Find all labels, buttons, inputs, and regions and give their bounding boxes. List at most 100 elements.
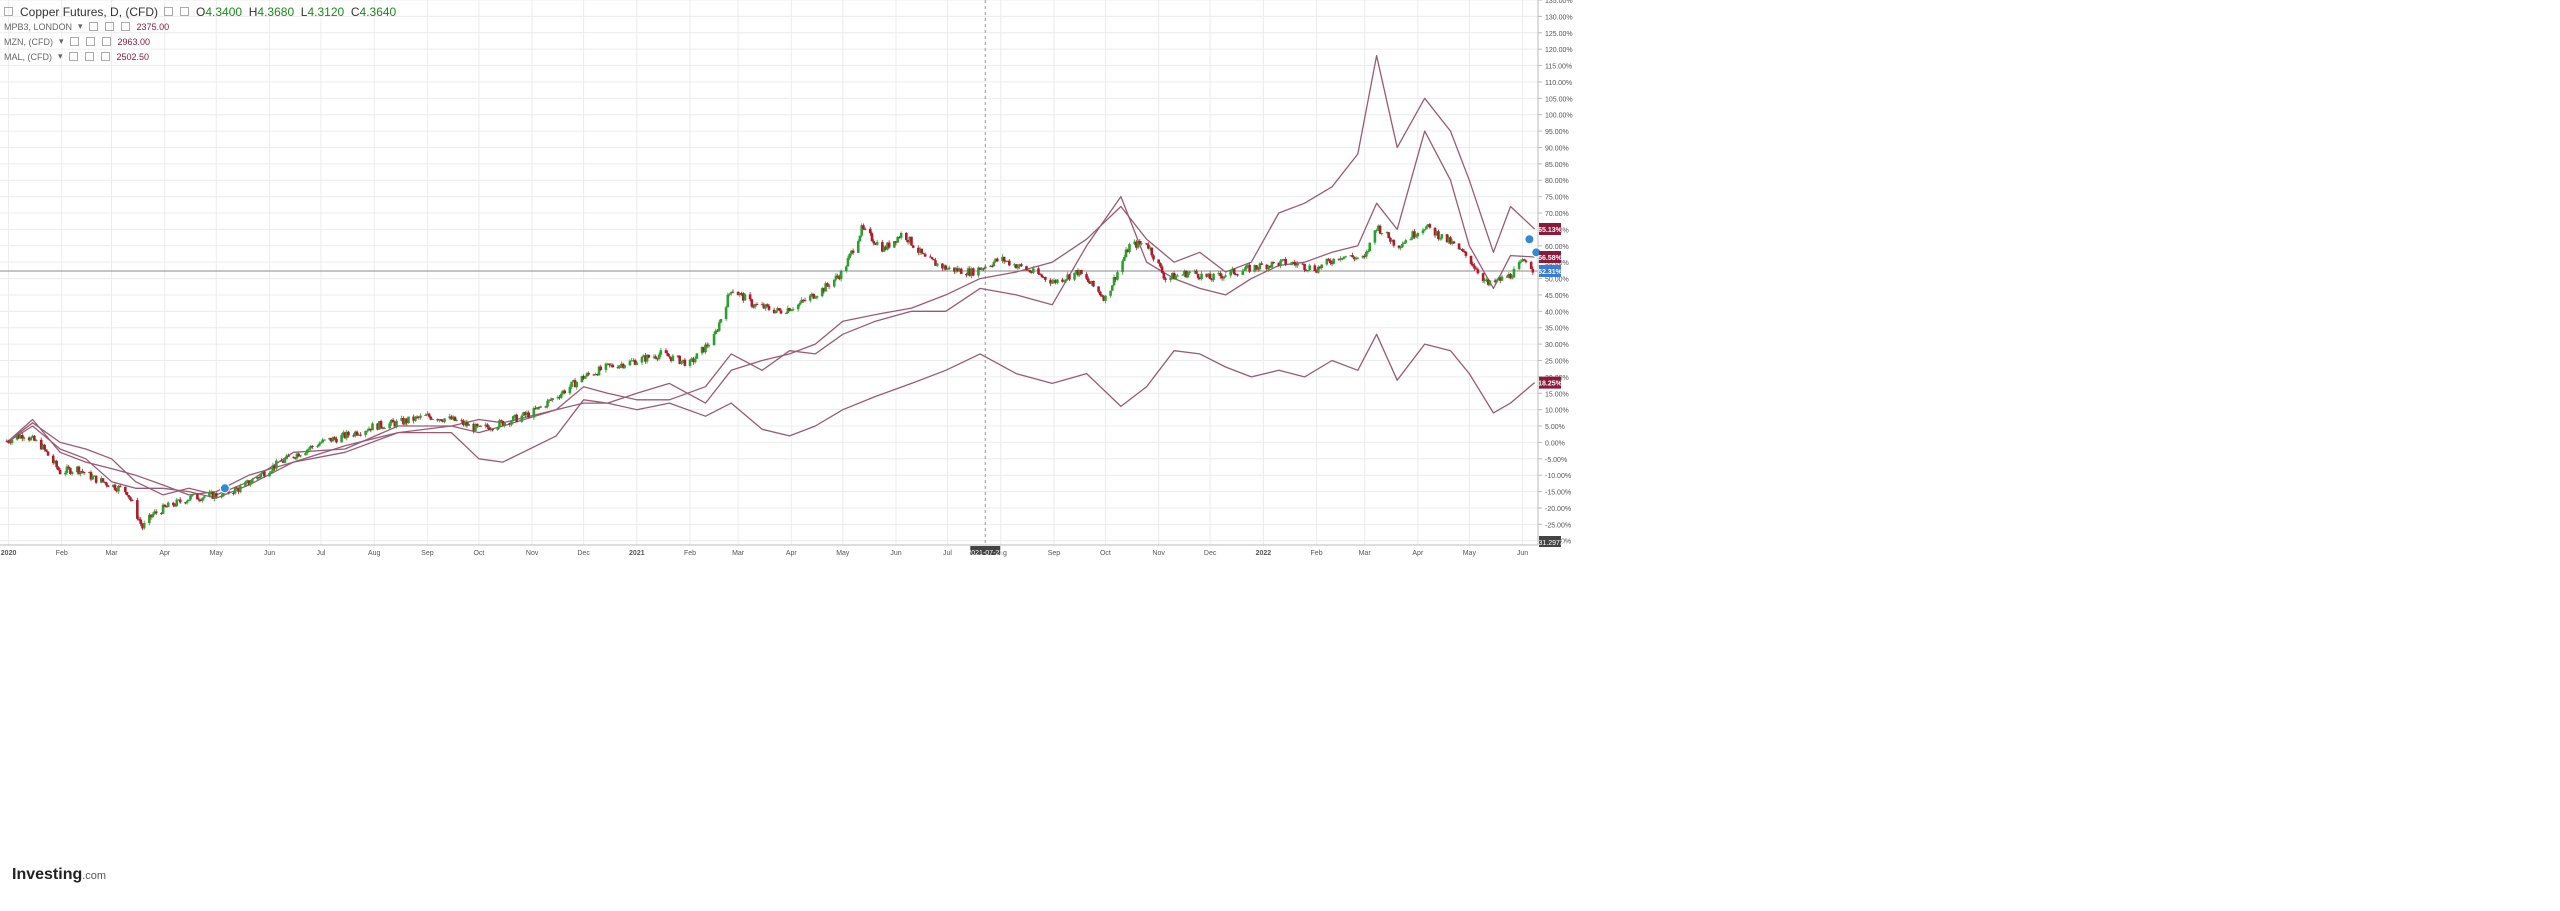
legend-overlay-row[interactable]: MPB3, LONDON ▾ 2375.00 bbox=[4, 19, 396, 34]
x-tick-label: Nov bbox=[1152, 550, 1165, 557]
close-icon[interactable] bbox=[101, 37, 111, 46]
candle-body bbox=[1121, 260, 1124, 273]
candle-body bbox=[570, 381, 573, 387]
candle-body bbox=[369, 428, 373, 431]
candle-body bbox=[851, 250, 855, 253]
candle-body bbox=[1016, 266, 1020, 269]
candle-body bbox=[1366, 251, 1370, 253]
candle-body bbox=[1308, 265, 1312, 270]
candle-body bbox=[812, 293, 815, 299]
legend-overlay-row[interactable]: MZN, (CFD) ▾ 2963.00 bbox=[4, 34, 396, 49]
candle-body bbox=[239, 486, 242, 492]
candle-body bbox=[177, 499, 180, 501]
candle-body bbox=[1212, 273, 1215, 281]
candle-body bbox=[1330, 263, 1334, 265]
x-tick-label: Dec bbox=[1204, 550, 1217, 557]
candle-body bbox=[592, 374, 596, 376]
candle-body bbox=[333, 437, 337, 439]
candle-body bbox=[69, 468, 72, 475]
candle-body bbox=[323, 439, 326, 441]
x-tick-label: Sep bbox=[1048, 550, 1061, 557]
candle-body bbox=[1253, 265, 1257, 272]
settings-icon[interactable] bbox=[104, 22, 114, 31]
candle-body bbox=[160, 513, 163, 515]
candle-body bbox=[99, 478, 103, 483]
candle-body bbox=[1123, 256, 1126, 261]
candle-body bbox=[1365, 251, 1368, 257]
x-tick-label: Oct bbox=[1100, 550, 1111, 557]
legend-settings-icon[interactable] bbox=[164, 7, 174, 16]
candle-body bbox=[1445, 234, 1449, 243]
candle-body bbox=[580, 375, 584, 383]
candle-body bbox=[1316, 266, 1320, 273]
candle-body bbox=[65, 466, 69, 473]
legend-main-row[interactable]: Copper Futures, D, (CFD) O4.3400 H4.3680… bbox=[4, 4, 396, 19]
candle-body bbox=[379, 421, 383, 428]
chevron-down-icon[interactable]: ▾ bbox=[59, 36, 64, 46]
candle-body bbox=[1294, 263, 1298, 266]
close-icon[interactable] bbox=[100, 52, 110, 61]
candle-body bbox=[1062, 280, 1066, 282]
candle-body bbox=[1409, 238, 1413, 241]
chevron-down-icon[interactable]: ▾ bbox=[78, 21, 83, 31]
candle-body bbox=[750, 299, 754, 307]
candle-body bbox=[798, 302, 802, 305]
candle-body bbox=[908, 236, 912, 243]
candle-body bbox=[426, 413, 429, 416]
close-icon[interactable] bbox=[120, 22, 130, 31]
candle-body bbox=[886, 242, 889, 250]
chevron-down-icon[interactable]: ▾ bbox=[58, 51, 63, 61]
candle-body bbox=[753, 304, 757, 307]
candle-body bbox=[486, 424, 489, 428]
candle-body bbox=[501, 420, 505, 426]
candle-body bbox=[791, 309, 795, 311]
y-tick-label: -15.00% bbox=[1545, 490, 1571, 497]
candle-body bbox=[1258, 263, 1262, 270]
candle-body bbox=[197, 499, 201, 501]
legend-overlay-row[interactable]: MAL, (CFD) ▾ 2502.50 bbox=[4, 49, 396, 64]
candle-body bbox=[1116, 272, 1119, 280]
price-badge-label: 18.25% bbox=[1538, 381, 1563, 388]
candle-body bbox=[1510, 277, 1514, 279]
candle-body bbox=[22, 437, 26, 439]
candle-body bbox=[834, 275, 838, 280]
candle-body bbox=[1282, 259, 1286, 261]
candle-body bbox=[39, 439, 43, 450]
candle-body bbox=[535, 407, 539, 410]
candle-body bbox=[1159, 263, 1162, 267]
legend-close-icon[interactable] bbox=[180, 7, 190, 16]
candle-body bbox=[1329, 260, 1332, 264]
candle-body bbox=[1272, 261, 1275, 263]
visibility-icon[interactable] bbox=[68, 52, 78, 61]
candle-body bbox=[657, 354, 661, 359]
settings-icon[interactable] bbox=[85, 37, 95, 46]
y-tick-label: 90.00% bbox=[1545, 145, 1569, 152]
visibility-icon[interactable] bbox=[88, 22, 98, 31]
legend-collapse-icon[interactable] bbox=[4, 7, 13, 16]
visibility-icon[interactable] bbox=[69, 37, 79, 46]
candle-body bbox=[767, 306, 771, 310]
crosshair-date-label: 2021-07-23 bbox=[967, 550, 1003, 557]
candle-body bbox=[1471, 263, 1475, 266]
candle-body bbox=[1193, 270, 1196, 272]
candle-body bbox=[1078, 270, 1081, 276]
candle-body bbox=[832, 279, 836, 287]
candle-body bbox=[1452, 241, 1456, 244]
candle-body bbox=[115, 489, 119, 492]
candle-body bbox=[765, 304, 769, 307]
candle-body bbox=[1232, 268, 1236, 275]
settings-icon[interactable] bbox=[84, 52, 94, 61]
candle-body bbox=[716, 330, 719, 332]
candle-body bbox=[870, 233, 874, 242]
x-tick-label: Aug bbox=[368, 550, 381, 557]
candle-body bbox=[654, 356, 658, 359]
candle-body bbox=[510, 421, 513, 425]
candle-body bbox=[1529, 262, 1533, 269]
x-tick-label: May bbox=[836, 550, 850, 557]
candle-body bbox=[568, 386, 572, 394]
y-tick-label: 40.00% bbox=[1545, 309, 1569, 316]
candle-body bbox=[846, 258, 850, 267]
candle-body bbox=[1531, 268, 1535, 273]
candle-body bbox=[487, 427, 491, 430]
